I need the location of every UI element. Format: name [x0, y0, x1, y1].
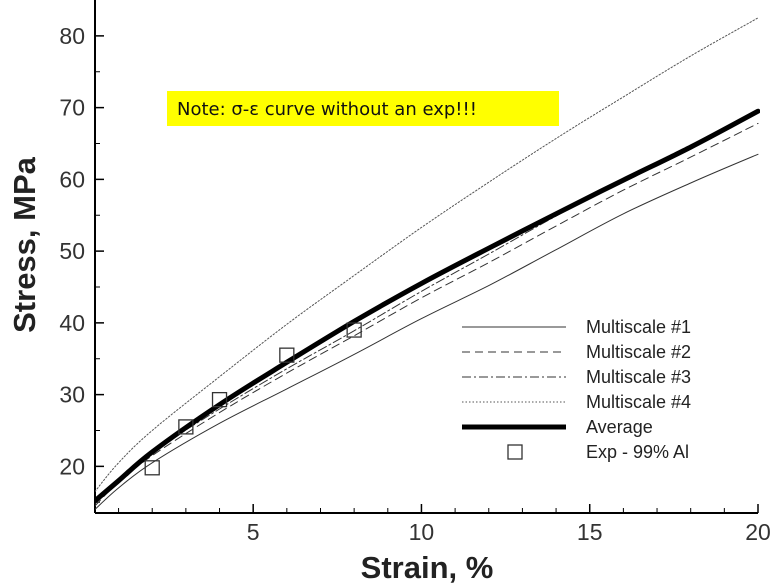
y-tick-label: 20: [59, 453, 85, 479]
x-tick-label: 5: [247, 519, 260, 545]
y-tick-label: 80: [59, 23, 85, 49]
legend-label: Multiscale #3: [586, 367, 691, 387]
y-tick-label: 70: [59, 95, 85, 121]
legend-label: Multiscale #4: [586, 392, 691, 412]
x-tick-label: 15: [577, 519, 603, 545]
exp-data-point: [178, 419, 194, 435]
legend-label: Average: [586, 417, 653, 437]
series-line-multiscale-1: [95, 153, 759, 510]
y-axis-title: Stress, MPa: [7, 156, 42, 333]
legend-label: Exp - 99% Al: [586, 442, 689, 462]
exp-data-point: [211, 391, 228, 408]
exp-data-point: [144, 460, 160, 476]
legend-marker: [507, 444, 523, 460]
note-background: [167, 91, 559, 126]
exp-data-point: [346, 322, 362, 338]
exp-data-point: [279, 347, 295, 363]
series-line-average: [95, 108, 760, 504]
x-axis-title: Strain, %: [361, 550, 494, 585]
y-tick-label: 60: [59, 166, 85, 192]
y-tick-label: 30: [59, 382, 85, 408]
series-line-multiscale-2: [95, 122, 759, 507]
x-tick-label: 20: [745, 519, 771, 545]
y-tick-label: 40: [59, 310, 85, 336]
series-line-multiscale-4: [95, 17, 759, 492]
legend-label: Multiscale #2: [586, 342, 691, 362]
x-tick-label: 10: [409, 519, 435, 545]
chart-note: Note: σ-ε curve without an exp!!!: [177, 99, 477, 120]
legend-label: Multiscale #1: [586, 317, 691, 337]
y-tick-label: 50: [59, 238, 85, 264]
